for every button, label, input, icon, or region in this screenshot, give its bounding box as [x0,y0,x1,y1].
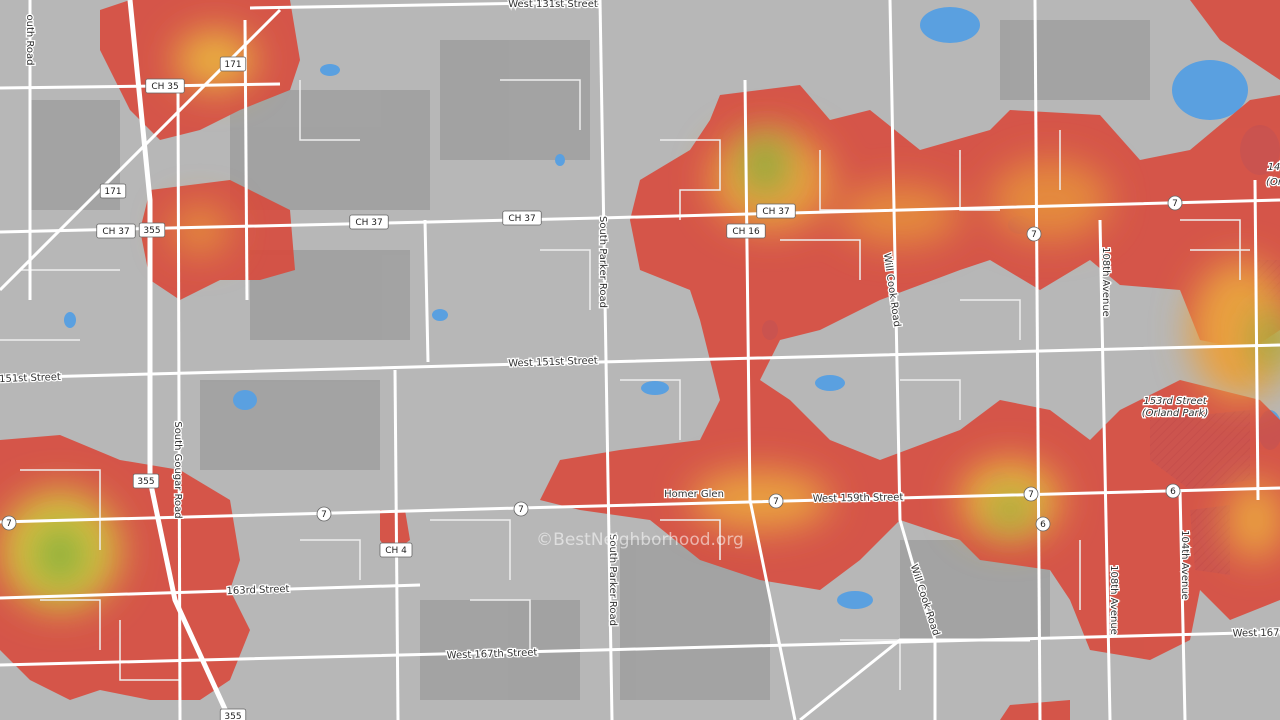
shield-box [1165,483,1181,499]
shield-box [379,542,413,558]
road-label: 151st Street [0,372,61,385]
shield-label: CH 35 [151,82,178,92]
shield-label: 7 [6,519,12,529]
road-shield: 7 [316,506,332,522]
shield-box [726,223,766,239]
road-label: South Gougar Road [172,421,183,518]
shield-label: 171 [104,187,121,197]
shield-label: CH 37 [102,227,129,237]
shield-box [1023,486,1039,502]
shield-box [1,515,17,531]
road-label: West 167th Street [447,647,538,661]
road-labels: West 131st Street outh Road South Parker R… [0,0,1280,663]
shield-label: CH 37 [762,207,789,217]
road-shield: 6 [1165,483,1181,499]
road-shield: 7 [513,501,529,517]
shield-label: 6 [1040,520,1046,530]
road-shield: CH 16 [726,223,766,239]
shield-label: 7 [773,497,779,507]
shield-box [99,183,127,199]
road-label: West 151st Street [508,355,598,369]
road-shield: CH 37 [756,203,796,219]
road-label: West 131st Street [508,0,598,10]
shield-label: 7 [1172,199,1178,209]
shield-box [96,223,136,239]
road-label: West 159th Street [813,492,904,505]
road-shield: 7 [1167,195,1183,211]
shield-label: 6 [1170,487,1176,497]
shield-box [349,214,389,230]
shield-label: CH 16 [732,227,760,237]
shield-box [132,473,160,489]
local-streets [0,79,1250,690]
road-shield: CH 37 [502,210,542,226]
road-shield: 355 [138,222,166,238]
road-label: Homer Glen [664,489,724,500]
shield-box [768,493,784,509]
shield-box [502,210,542,226]
shield-label: 355 [137,477,154,487]
shield-label: 7 [321,510,327,520]
shield-box [1026,226,1042,242]
road-label: South Parker Road [607,534,618,626]
road-shield: 7 [1026,226,1042,242]
road-label: outh Road [24,15,35,66]
road-label: (Orland Park) [1142,408,1209,419]
shield-label: 355 [143,226,160,236]
shield-box [145,78,185,94]
shield-box [219,708,247,720]
heat-green [35,135,1280,585]
road-label: 153rd Street [1143,396,1207,407]
shield-box [316,506,332,522]
shield-label: 355 [224,712,241,720]
shield-box [756,203,796,219]
road-shield: 7 [1023,486,1039,502]
shield-box [138,222,166,238]
shield-box [513,501,529,517]
shield-box [1167,195,1183,211]
road-label: 14 [1268,162,1280,173]
road-shield: CH 4 [379,542,413,558]
road-label: (Or [1266,177,1280,188]
road-label: 108th Avenue [1100,247,1111,317]
shield-label: 7 [1031,230,1037,240]
road-label: West 167t [1233,628,1280,640]
shield-box [1035,516,1051,532]
road-shield: 6 [1035,516,1051,532]
road-shield: 355 [219,708,247,720]
road-label: South Parker Road [597,216,608,308]
shield-label: 7 [518,505,524,515]
road-label: 104th Avenue [1179,530,1190,600]
shield-label: 7 [1028,490,1034,500]
road-shield: 171 [99,183,127,199]
road-shield: CH 37 [96,223,136,239]
road-shield: 7 [1,515,17,531]
watermark: ©BestNeighborhood.org [536,530,744,550]
road-shield: CH 35 [145,78,185,94]
road-shield: 7 [768,493,784,509]
road-label: 163rd Street [226,584,289,597]
shield-box [219,56,247,72]
shield-label: 171 [224,60,241,70]
shield-label: CH 4 [385,546,407,556]
road-shield: CH 37 [349,214,389,230]
shield-label: CH 37 [508,214,535,224]
road-shield: 171 [219,56,247,72]
shield-label: CH 37 [355,218,382,228]
road-label: 108th Avenue [1108,565,1119,635]
road-shield: 355 [132,473,160,489]
